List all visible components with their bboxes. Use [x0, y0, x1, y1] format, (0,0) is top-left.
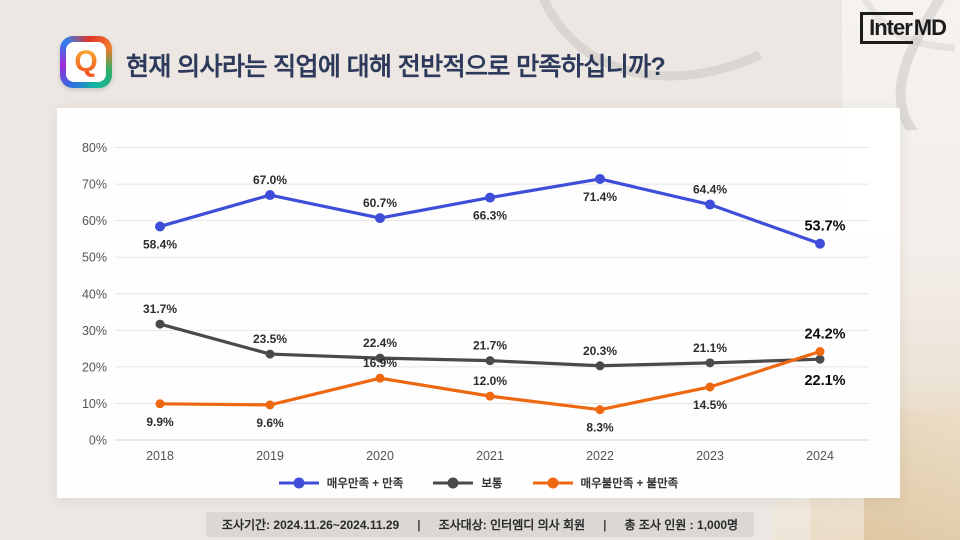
- data-label: 23.5%: [253, 332, 287, 346]
- intermd-logo: Inter MD: [860, 12, 947, 45]
- series-2: 9.9% 9.6% 16.9% 12.0% 8.3% 14.5% 24.2%: [146, 327, 845, 435]
- data-label: 9.9%: [146, 415, 174, 429]
- data-point: [595, 361, 605, 371]
- legend-marker-icon: [433, 477, 474, 489]
- x-tick-label: 2023: [696, 449, 724, 463]
- x-tick-label: 2021: [476, 449, 504, 463]
- divider: |: [603, 517, 607, 532]
- chart-legend: 매우만족 + 만족 보통 매우불만족 + 불만족: [57, 475, 900, 491]
- data-label: 21.7%: [473, 339, 507, 353]
- data-label: 31.7%: [143, 302, 177, 316]
- data-point: [155, 221, 165, 232]
- logo-text-inter: Inter: [860, 12, 913, 45]
- data-point: [375, 353, 385, 363]
- data-label: 14.5%: [693, 398, 727, 412]
- y-tick-label: 50%: [82, 251, 107, 265]
- survey-period-value: 2024.11.26~2024.11.29: [273, 518, 400, 532]
- data-label: 22.4%: [363, 336, 397, 350]
- data-point: [485, 391, 495, 401]
- y-tick-label: 20%: [82, 360, 107, 374]
- data-label: 20.3%: [583, 344, 617, 358]
- legend-item-2: 매우불만족 + 불만족: [532, 475, 679, 491]
- data-point: [705, 382, 715, 392]
- x-tick-label: 2019: [256, 449, 284, 463]
- data-point: [485, 356, 495, 366]
- data-label: 58.4%: [143, 237, 177, 251]
- data-point: [265, 349, 275, 359]
- series-1: 31.7% 23.5% 22.4% 21.7% 20.3% 21.1% 22.1%: [143, 302, 846, 389]
- data-label: 12.0%: [473, 374, 507, 388]
- data-point: [815, 238, 825, 249]
- data-point: [265, 190, 275, 201]
- data-label: 64.4%: [693, 183, 727, 197]
- data-point: [265, 400, 275, 410]
- y-tick-label: 40%: [82, 287, 107, 301]
- data-point: [485, 192, 495, 203]
- data-label: 60.7%: [363, 196, 397, 210]
- page-title: 현재 의사라는 직업에 대해 전반적으로 만족하십니까?: [126, 53, 666, 81]
- stethoscope-icon: [539, 0, 956, 130]
- data-label: 8.3%: [586, 421, 614, 435]
- survey-period-label: 조사기간:: [221, 518, 271, 532]
- data-label: 67.0%: [253, 173, 287, 187]
- x-axis-labels: 2018 2019 2020 2021 2022 2023 2024: [146, 449, 834, 463]
- data-point: [815, 354, 825, 364]
- legend-dot: [547, 477, 558, 489]
- question-badge-inner: Q: [66, 42, 106, 82]
- data-label: 16.9%: [363, 356, 397, 370]
- data-label: 71.4%: [583, 190, 617, 204]
- series-0: 58.4% 67.0% 60.7% 66.3% 71.4% 64.4% 53.7%: [143, 173, 846, 251]
- data-label: 24.2%: [804, 327, 845, 343]
- data-label: 66.3%: [473, 209, 507, 223]
- y-tick-label: 80%: [82, 141, 107, 155]
- data-point: [705, 199, 715, 210]
- legend-item-1: 보통: [433, 475, 503, 491]
- legend-marker-icon: [532, 477, 573, 489]
- x-tick-label: 2018: [146, 449, 174, 463]
- data-point: [595, 173, 605, 184]
- survey-total-value: 1,000명: [697, 518, 739, 532]
- x-tick-label: 2024: [806, 449, 834, 463]
- legend-label: 매우불만족 + 불만족: [580, 478, 679, 490]
- legend-dot: [293, 477, 305, 489]
- legend-label: 보통: [481, 478, 503, 490]
- survey-period: 조사기간: 2024.11.26~2024.11.29: [222, 516, 399, 533]
- y-axis-labels: 0% 10% 20% 30% 40% 50% 60% 70% 80%: [82, 141, 107, 448]
- survey-total: 총 조사 인원 : 1,000명: [624, 516, 738, 533]
- legend-label: 매우만족 + 만족: [326, 478, 404, 490]
- question-badge-icon: Q: [60, 36, 112, 88]
- x-tick-label: 2020: [366, 449, 394, 463]
- data-point: [595, 405, 605, 415]
- divider: |: [417, 517, 421, 532]
- data-label: 22.1%: [804, 373, 845, 389]
- data-point: [155, 319, 165, 329]
- chart-panel: 0% 10% 20% 30% 40% 50% 60% 70% 80% 2018 2019 2020 20…: [57, 108, 900, 498]
- q-letter: Q: [74, 45, 98, 78]
- y-tick-label: 30%: [82, 324, 107, 338]
- data-label: 21.1%: [693, 341, 727, 355]
- x-tick-label: 2022: [586, 449, 614, 463]
- data-point: [375, 373, 385, 383]
- logo-text-md: MD: [913, 15, 947, 41]
- data-point: [815, 347, 825, 357]
- survey-target-label: 조사대상:: [438, 518, 487, 532]
- y-tick-label: 10%: [82, 397, 107, 411]
- data-label: 53.7%: [804, 219, 845, 235]
- survey-total-label: 총 조사 인원 :: [624, 518, 694, 532]
- survey-target: 조사대상: 인터엠디 의사 회원: [439, 516, 586, 533]
- y-tick-label: 70%: [82, 178, 107, 192]
- satisfaction-line-chart: 0%10%20%30%40%50%60%70%80%2018 2019 2020 20…: [82, 141, 869, 463]
- legend-item-0: 매우만족 + 만족: [278, 475, 404, 491]
- data-point: [155, 399, 165, 409]
- data-point: [375, 213, 385, 224]
- y-tick-label: 60%: [82, 214, 107, 228]
- survey-target-value: 인터엠디 의사 회원: [490, 518, 586, 532]
- data-label: 9.6%: [256, 416, 284, 430]
- y-tick-label: 0%: [89, 434, 107, 448]
- data-point: [705, 358, 715, 368]
- legend-dot: [447, 477, 459, 489]
- legend-marker-icon: [278, 477, 319, 489]
- survey-info-bar: 조사기간: 2024.11.26~2024.11.29 | 조사대상: 인터엠디…: [205, 512, 755, 537]
